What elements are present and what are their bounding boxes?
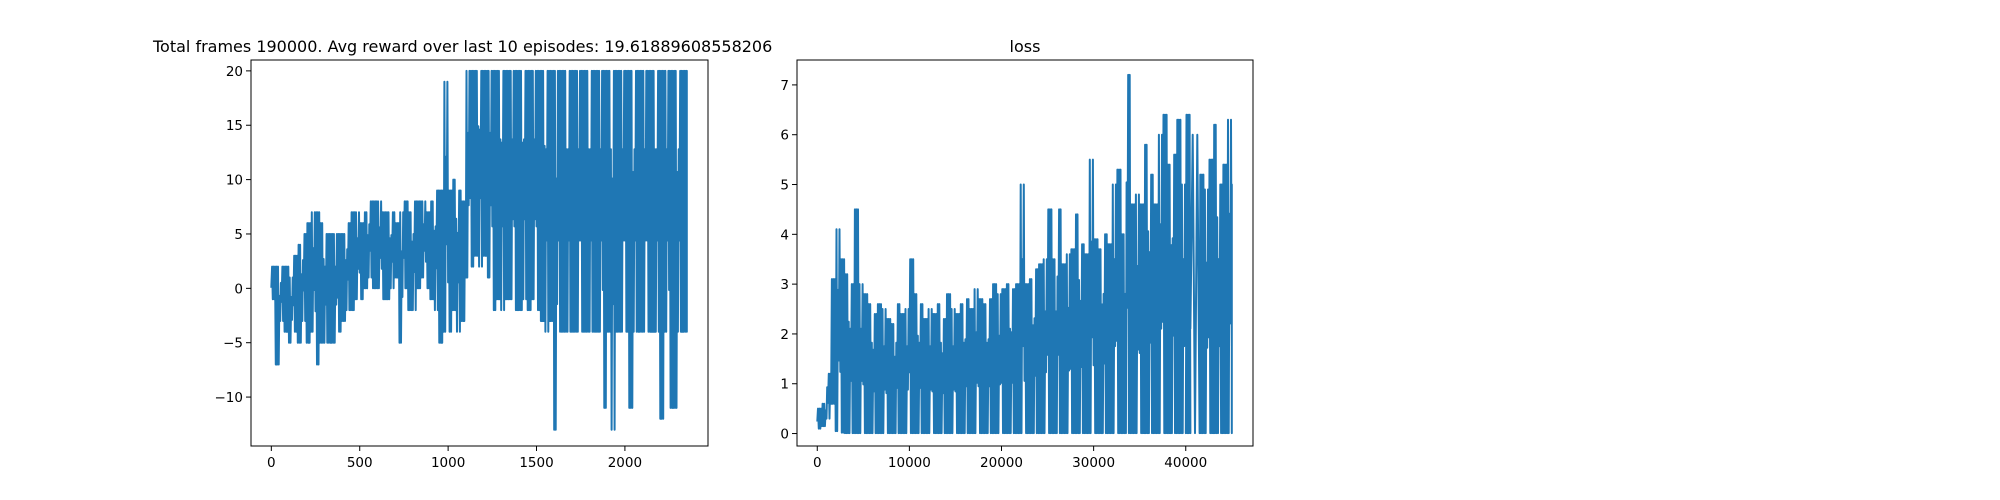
reward-y-tick-label: 20 xyxy=(226,64,243,80)
loss-y-tick-label: 5 xyxy=(780,178,789,194)
loss-series-line xyxy=(816,73,1233,435)
loss-x-tick-label: 0 xyxy=(813,455,822,471)
reward-x-tick-label: 1000 xyxy=(431,455,465,471)
loss-x-axis: 0 10000 20000 30000 40000 xyxy=(813,446,1207,471)
reward-y-tick-label: 5 xyxy=(234,227,243,243)
reward-x-tick-label: 500 xyxy=(347,455,373,471)
loss-y-tick-label: 4 xyxy=(780,227,789,243)
reward-x-tick-label: 1500 xyxy=(519,455,553,471)
reward-axes-frame xyxy=(250,59,709,447)
loss-y-tick-label: 3 xyxy=(780,277,789,293)
loss-y-tick-label: 2 xyxy=(780,327,789,343)
reward-y-tick-label: 15 xyxy=(226,118,243,134)
reward-chart-title: Total frames 190000. Avg reward over las… xyxy=(152,37,772,56)
reward-y-tick-label: −5 xyxy=(223,336,243,352)
loss-y-tick-label: 0 xyxy=(780,427,789,443)
loss-x-tick-label: 40000 xyxy=(1164,455,1207,471)
loss-x-tick-label: 20000 xyxy=(980,455,1023,471)
reward-series-line xyxy=(270,69,688,431)
reward-plot-area xyxy=(270,69,688,431)
loss-chart-title: loss xyxy=(1010,37,1041,56)
reward-x-tick-label: 0 xyxy=(267,455,276,471)
loss-y-tick-label: 7 xyxy=(780,78,789,94)
loss-y-axis: 0 1 2 3 4 5 6 7 xyxy=(780,78,797,443)
loss-y-tick-label: 6 xyxy=(780,128,789,144)
reward-y-tick-label: 0 xyxy=(234,281,243,297)
loss-x-tick-label: 30000 xyxy=(1072,455,1115,471)
loss-chart: loss 0 10000 20000 30000 40000 0 1 2 3 4 5 6 7 xyxy=(780,37,1254,471)
loss-axes-frame xyxy=(796,59,1254,447)
reward-y-tick-label: −10 xyxy=(215,390,244,406)
reward-x-tick-label: 2000 xyxy=(608,455,642,471)
loss-x-tick-label: 10000 xyxy=(888,455,931,471)
loss-plot-area xyxy=(816,73,1233,435)
loss-y-tick-label: 1 xyxy=(780,377,789,393)
reward-chart: Total frames 190000. Avg reward over las… xyxy=(152,37,772,471)
reward-y-tick-label: 10 xyxy=(226,173,243,189)
reward-y-axis: −10 −5 0 5 10 15 20 xyxy=(215,64,251,406)
reward-x-axis: 0 500 1000 1500 2000 xyxy=(267,446,642,471)
